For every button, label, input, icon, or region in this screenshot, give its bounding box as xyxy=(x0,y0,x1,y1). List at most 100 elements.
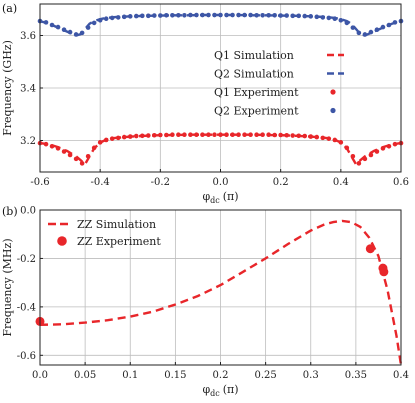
data-point-q2-experiment xyxy=(260,12,265,18)
data-point-q2-experiment xyxy=(49,22,55,28)
data-point-q1-experiment xyxy=(302,133,308,139)
data-point-q1-experiment xyxy=(188,132,193,138)
data-point-q2-experiment xyxy=(386,22,392,28)
data-point-q1-experiment xyxy=(380,146,386,151)
data-point-q1-experiment xyxy=(67,152,73,158)
data-point-q2-experiment xyxy=(380,24,386,30)
y-tick-label: 3.6 xyxy=(20,31,36,42)
y-tick-label: -0.4 xyxy=(17,302,36,313)
data-point-q1-experiment xyxy=(212,132,217,138)
data-point-q1-experiment xyxy=(194,132,199,138)
panel-b-xlabel: φdc (π) xyxy=(202,383,238,398)
data-point-q1-experiment xyxy=(55,146,61,151)
data-point-q2-experiment xyxy=(242,12,247,18)
data-point-q2-experiment xyxy=(43,20,49,25)
data-point-q1-experiment xyxy=(73,156,79,162)
legend-label: ZZ Experiment xyxy=(77,235,161,248)
panel-a-xlabel-symbol: φ xyxy=(202,190,210,203)
x-tick-label: -0.6 xyxy=(30,177,49,188)
data-point-q2-experiment xyxy=(314,14,320,20)
data-point-q2-experiment xyxy=(254,12,259,18)
data-point-q2-experiment xyxy=(296,13,302,19)
data-point-q2-experiment xyxy=(97,17,103,23)
legend-label: Q2 Experiment xyxy=(214,105,299,118)
x-tick-label: 0.0 xyxy=(213,177,229,188)
data-point-q1-experiment xyxy=(206,132,211,138)
data-point-q1-experiment xyxy=(320,135,326,141)
data-point-q1-experiment xyxy=(152,132,157,138)
data-point-q2-experiment xyxy=(362,32,368,37)
panel-b-xlabel-symbol: φ xyxy=(202,383,210,396)
data-point-q2-experiment xyxy=(302,13,308,19)
data-point-q1-experiment xyxy=(344,145,350,151)
data-point-q2-experiment xyxy=(55,24,61,30)
data-point-q2-experiment xyxy=(103,16,109,22)
data-point-q1-experiment xyxy=(49,143,55,149)
data-point-q1-experiment xyxy=(350,153,356,159)
y-tick-label: -0.2 xyxy=(17,254,36,265)
legend-label: Q2 Simulation xyxy=(214,68,294,81)
data-point-q2-experiment xyxy=(79,30,85,36)
panel-a-xlabel-subscript: dc xyxy=(210,196,220,205)
data-point-zz-experiment xyxy=(365,244,375,254)
x-tick-label: 0.0 xyxy=(32,370,48,381)
x-tick-label: 0.1 xyxy=(122,370,138,381)
x-tick-label: 0.6 xyxy=(393,177,409,188)
data-point-q2-experiment xyxy=(115,15,121,20)
data-point-q1-experiment xyxy=(374,149,380,154)
data-point-q1-experiment xyxy=(224,132,229,138)
data-point-q1-experiment xyxy=(284,132,289,138)
data-point-q1-experiment xyxy=(308,134,314,139)
data-point-q2-experiment xyxy=(308,14,314,19)
data-point-q2-experiment xyxy=(344,20,350,26)
data-point-q1-experiment xyxy=(182,132,187,138)
data-point-q1-experiment xyxy=(176,132,181,138)
data-point-q1-experiment xyxy=(254,132,259,138)
data-point-q1-experiment xyxy=(332,137,338,143)
y-tick-label: -0.6 xyxy=(17,351,36,362)
data-point-q1-experiment xyxy=(61,149,67,154)
data-point-q2-experiment xyxy=(200,12,205,18)
x-tick-label: 0.15 xyxy=(164,370,186,381)
data-point-q1-experiment xyxy=(218,132,223,138)
data-point-q2-experiment xyxy=(133,13,139,19)
data-point-q2-experiment xyxy=(73,32,79,37)
data-point-q2-experiment xyxy=(146,13,151,19)
panel-a-label: (a) xyxy=(2,2,17,15)
x-tick-label: 0.25 xyxy=(254,370,276,381)
panel-a-series xyxy=(37,12,404,166)
data-point-q1-experiment xyxy=(164,132,169,138)
data-point-q2-experiment xyxy=(152,13,157,18)
data-point-q2-experiment xyxy=(109,15,115,21)
data-point-q1-experiment xyxy=(362,156,368,162)
data-point-q2-experiment xyxy=(182,12,187,18)
data-point-q2-experiment xyxy=(284,13,289,18)
data-point-q2-experiment xyxy=(61,27,67,33)
data-point-q1-experiment xyxy=(386,143,392,149)
x-tick-label: 0.05 xyxy=(74,370,96,381)
data-point-q1-experiment xyxy=(97,140,103,145)
x-tick-label: 0.2 xyxy=(213,370,229,381)
panel-b-xlabel-unit: (π) xyxy=(223,383,239,396)
data-point-q1-experiment xyxy=(79,161,85,166)
data-point-q2-experiment xyxy=(230,12,235,18)
legend-swatch-marker xyxy=(330,89,336,95)
data-point-q1-experiment xyxy=(115,135,121,141)
data-point-q1-experiment xyxy=(290,133,296,138)
data-point-q2-experiment xyxy=(139,13,145,19)
panel-a-xlabel: φdc (π) xyxy=(202,190,238,205)
data-point-q2-experiment xyxy=(188,12,193,18)
data-point-q2-experiment xyxy=(290,13,296,19)
data-point-q2-experiment xyxy=(176,12,181,18)
legend-swatch-marker xyxy=(57,236,67,246)
data-point-q2-experiment xyxy=(338,17,344,23)
panel-b: (b) 0.0 0.05 0.1 0.15 0.2 0.25 0.3 0.35 0.4 0.0 -0… xyxy=(1,205,409,398)
data-point-q2-experiment xyxy=(212,12,217,18)
data-point-q2-experiment xyxy=(218,12,223,18)
data-point-q2-experiment xyxy=(350,25,356,30)
data-point-q1-experiment xyxy=(338,140,344,145)
data-point-q1-experiment xyxy=(127,134,133,139)
x-tick-label: 0.4 xyxy=(393,370,409,381)
panel-b-label: (b) xyxy=(2,205,18,218)
data-point-q1-experiment xyxy=(260,132,265,138)
